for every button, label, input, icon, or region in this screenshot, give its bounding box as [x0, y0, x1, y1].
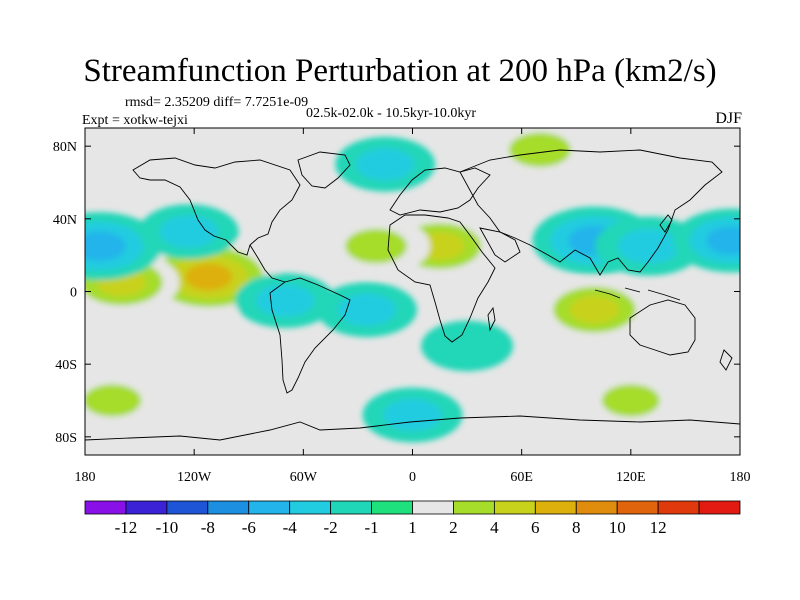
contour-band — [508, 132, 571, 168]
colorbar-label: 4 — [490, 518, 499, 537]
lat-tick-label: 40N — [53, 213, 77, 228]
colorbar-swatch — [371, 500, 413, 515]
field-feature — [335, 136, 436, 192]
experiment-label: Expt = xotkw-tejxi — [82, 113, 188, 128]
colorbar: -12 -10 -8 -6 -4 -2 -1 1 2 4 6 8 10 12 — [84, 500, 741, 537]
colorbar-label: -2 — [324, 518, 338, 537]
contour-band — [421, 320, 514, 372]
lat-tick-label: 80N — [53, 140, 77, 155]
colorbar-label: -1 — [365, 518, 379, 537]
field-feature — [85, 373, 163, 428]
lon-tick-label: 0 — [409, 470, 416, 485]
lon-tick-label: 180 — [730, 470, 751, 485]
colorbar-swatch — [166, 500, 209, 515]
colorbar-swatch — [575, 500, 618, 515]
field-feature — [421, 320, 514, 372]
contour-band — [569, 295, 620, 324]
lat-tick-label: 80S — [55, 431, 77, 446]
colorbar-swatch — [248, 500, 291, 515]
colorbar-label: 2 — [449, 518, 458, 537]
contour-band — [356, 148, 415, 181]
field-feature — [322, 216, 431, 276]
contour-band — [85, 384, 142, 417]
contour-band — [85, 231, 126, 261]
field-feature — [485, 128, 594, 180]
lat-tick-label: 40S — [55, 358, 77, 373]
colorbar-swatch — [412, 500, 454, 515]
colorbar-swatch — [453, 500, 495, 515]
colorbar-label: -10 — [156, 518, 179, 537]
field-feature — [536, 277, 653, 342]
lat-tick-label: 0 — [70, 286, 77, 301]
colorbar-swatch — [125, 500, 168, 515]
lon-tick-label: 120W — [177, 470, 212, 485]
colorbar-label: -4 — [283, 518, 298, 537]
contour-band — [338, 293, 396, 326]
colorbar-swatch — [534, 500, 577, 515]
figure-title: Streamfunction Perturbation at 200 hPa (… — [83, 53, 717, 89]
coastlines — [85, 149, 740, 441]
colorbar-label: 1 — [408, 518, 417, 537]
field-feature — [138, 204, 239, 259]
contour-band — [159, 215, 218, 248]
colorbar-swatch — [330, 500, 372, 515]
colorbar-swatch — [207, 500, 250, 515]
field-feature — [672, 208, 740, 273]
lon-tick-label: 60W — [290, 470, 318, 485]
contour-band — [256, 284, 315, 317]
field-feature — [580, 373, 681, 428]
latitude-axis: 80N 40N 0 40S 80S — [53, 140, 740, 446]
field-feature — [138, 238, 279, 316]
period-label: 02.5k-02.0k - 10.5kyr-10.0kyr — [306, 106, 477, 121]
longitude-axis: 180 120W 60W 0 60E 120E 180 — [75, 128, 751, 485]
colorbar-label: 8 — [572, 518, 581, 537]
contour-band — [706, 226, 740, 255]
season-label: DJF — [715, 110, 742, 127]
contour-band — [185, 263, 233, 291]
colorbar-label: -8 — [201, 518, 215, 537]
contour-band — [618, 228, 680, 264]
colorbar-swatch — [493, 500, 536, 515]
contour-band — [601, 384, 660, 417]
field-feature — [362, 387, 463, 443]
contour-band — [345, 228, 408, 264]
colorbar-label: -6 — [242, 518, 256, 537]
colorbar-label: 12 — [650, 518, 667, 537]
colorbar-swatch — [289, 500, 332, 515]
colorbar-swatch — [698, 500, 741, 515]
rmsd-diff-label: rmsd= 2.35209 diff= 7.7251e-09 — [125, 95, 309, 110]
colorbar-swatch — [657, 500, 700, 515]
colorbar-label: -12 — [115, 518, 138, 537]
contour-field — [85, 128, 740, 443]
colorbar-swatch — [616, 500, 659, 515]
lon-tick-label: 120E — [616, 470, 646, 485]
lon-tick-label: 60E — [510, 470, 533, 485]
lon-tick-label: 180 — [75, 470, 96, 485]
contour-band — [383, 398, 442, 432]
colorbar-swatch — [84, 500, 127, 515]
colorbar-label: 6 — [531, 518, 540, 537]
field-feature — [235, 273, 336, 328]
colorbar-label: 10 — [609, 518, 626, 537]
